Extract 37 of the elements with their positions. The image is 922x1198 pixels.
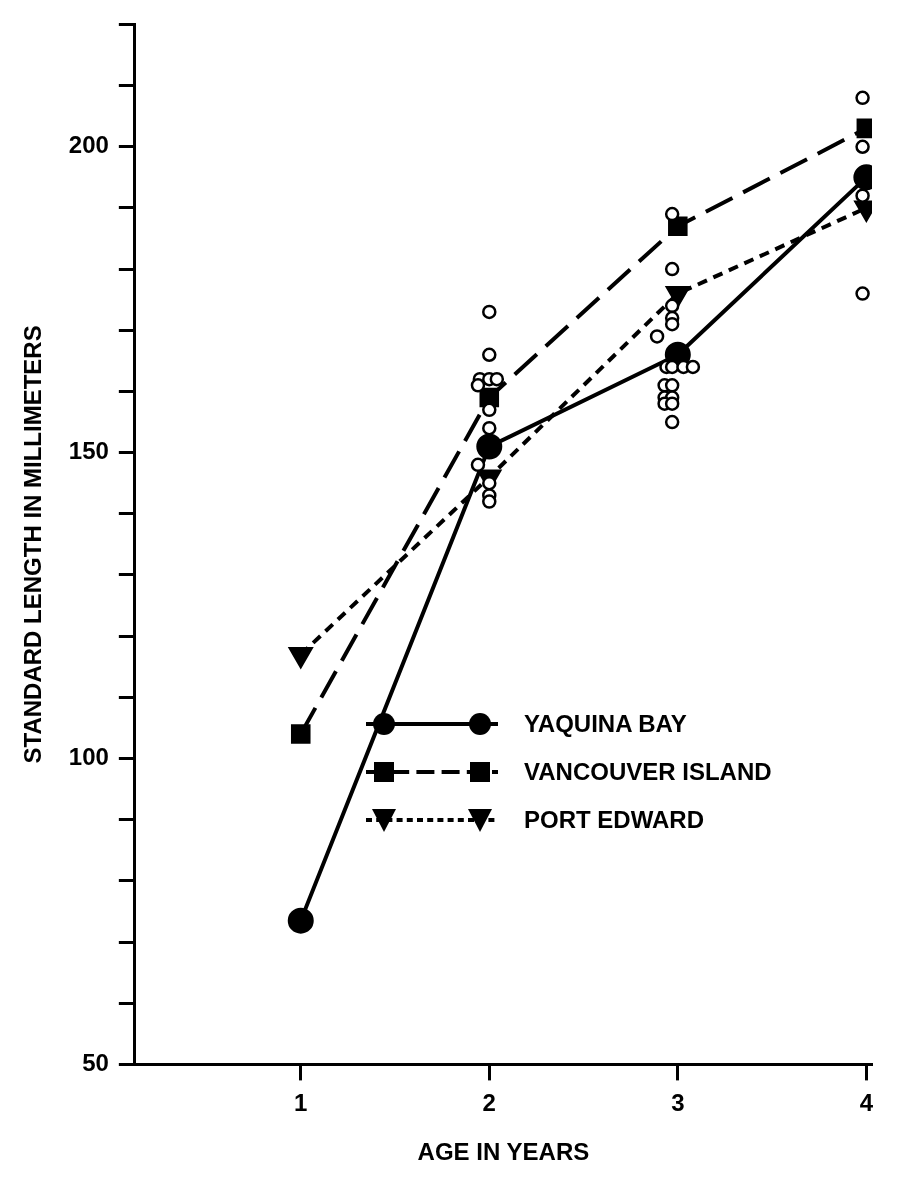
point bbox=[649, 329, 665, 344]
point bbox=[476, 433, 503, 460]
y-tick-label: 200 bbox=[68, 131, 109, 159]
point bbox=[287, 907, 314, 934]
point bbox=[664, 414, 680, 430]
x-tick-label: 3 bbox=[671, 1089, 685, 1117]
point bbox=[855, 188, 870, 203]
legend-label: PORT EDWARD bbox=[524, 806, 704, 835]
point bbox=[668, 216, 688, 237]
point bbox=[855, 286, 870, 301]
point bbox=[470, 378, 486, 393]
y-tick-label: 50 bbox=[82, 1049, 109, 1077]
point bbox=[482, 304, 497, 320]
point bbox=[664, 396, 680, 411]
point bbox=[482, 494, 497, 509]
y-tick-label: 150 bbox=[68, 437, 109, 465]
legend-label: YAQUINA BAY bbox=[524, 710, 687, 739]
point bbox=[290, 724, 311, 744]
y-tick-label: 100 bbox=[68, 743, 109, 771]
point bbox=[664, 261, 680, 277]
legend-label: VANCOUVER ISLAND bbox=[524, 758, 772, 787]
x-tick-label: 2 bbox=[482, 1089, 496, 1117]
x-tick-label: 4 bbox=[859, 1089, 874, 1117]
point bbox=[470, 457, 486, 473]
point bbox=[664, 206, 680, 222]
point bbox=[489, 371, 505, 387]
point bbox=[664, 378, 680, 393]
point bbox=[685, 359, 701, 375]
x-axis-title: AGE IN YEARS bbox=[417, 1138, 590, 1166]
point bbox=[664, 298, 680, 314]
point bbox=[482, 420, 497, 436]
y-axis-title: STANDARD LENGTH IN MILLIMETERS bbox=[19, 325, 47, 764]
x-tick-label: 1 bbox=[294, 1089, 308, 1117]
point bbox=[855, 139, 870, 154]
point bbox=[855, 90, 870, 106]
point bbox=[482, 347, 497, 362]
point bbox=[664, 316, 680, 332]
